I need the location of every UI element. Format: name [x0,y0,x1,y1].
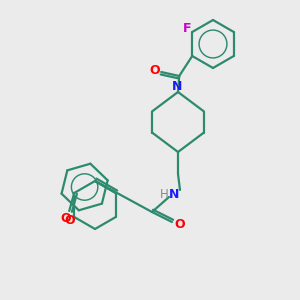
Text: H: H [160,188,168,200]
Text: O: O [149,64,160,77]
Text: O: O [175,218,185,230]
Text: N: N [169,188,179,200]
Text: N: N [172,80,182,94]
Text: O: O [64,214,74,226]
Text: F: F [183,22,191,35]
Text: O: O [60,212,70,226]
